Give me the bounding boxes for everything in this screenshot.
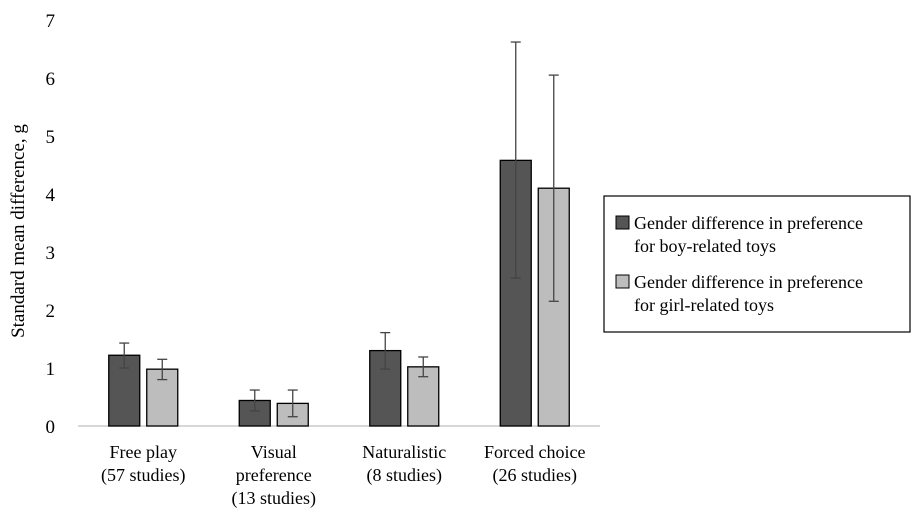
y-tick-label: 2 xyxy=(46,301,56,322)
y-tick-label: 5 xyxy=(46,127,56,148)
x-category-label: Forced choice xyxy=(484,442,585,462)
x-category-label: Naturalistic xyxy=(362,442,446,462)
y-tick-label: 1 xyxy=(46,359,56,380)
x-category-label: Visual xyxy=(251,442,297,462)
y-tick-label: 3 xyxy=(46,243,56,264)
y-tick-label: 4 xyxy=(46,185,56,206)
legend-label: Gender difference in preference xyxy=(634,213,863,233)
x-category-label: (26 studies) xyxy=(493,465,578,486)
y-tick-label: 6 xyxy=(46,69,56,90)
x-category-label: (13 studies) xyxy=(232,488,317,509)
x-category-label: (8 studies) xyxy=(367,465,443,486)
x-category-label: (57 studies) xyxy=(101,465,186,486)
legend-label: Gender difference in preference xyxy=(634,272,863,292)
legend-label: for girl-related toys xyxy=(634,295,774,315)
y-tick-label: 7 xyxy=(46,11,56,32)
y-tick-label: 0 xyxy=(46,417,56,438)
legend-swatch xyxy=(616,275,629,288)
x-category-label: Free play xyxy=(110,442,177,462)
y-axis-label: Standard mean difference, g xyxy=(8,124,29,338)
x-category-label: preference xyxy=(236,465,312,485)
legend-swatch xyxy=(616,216,629,229)
legend-label: for boy-related toys xyxy=(634,236,776,256)
